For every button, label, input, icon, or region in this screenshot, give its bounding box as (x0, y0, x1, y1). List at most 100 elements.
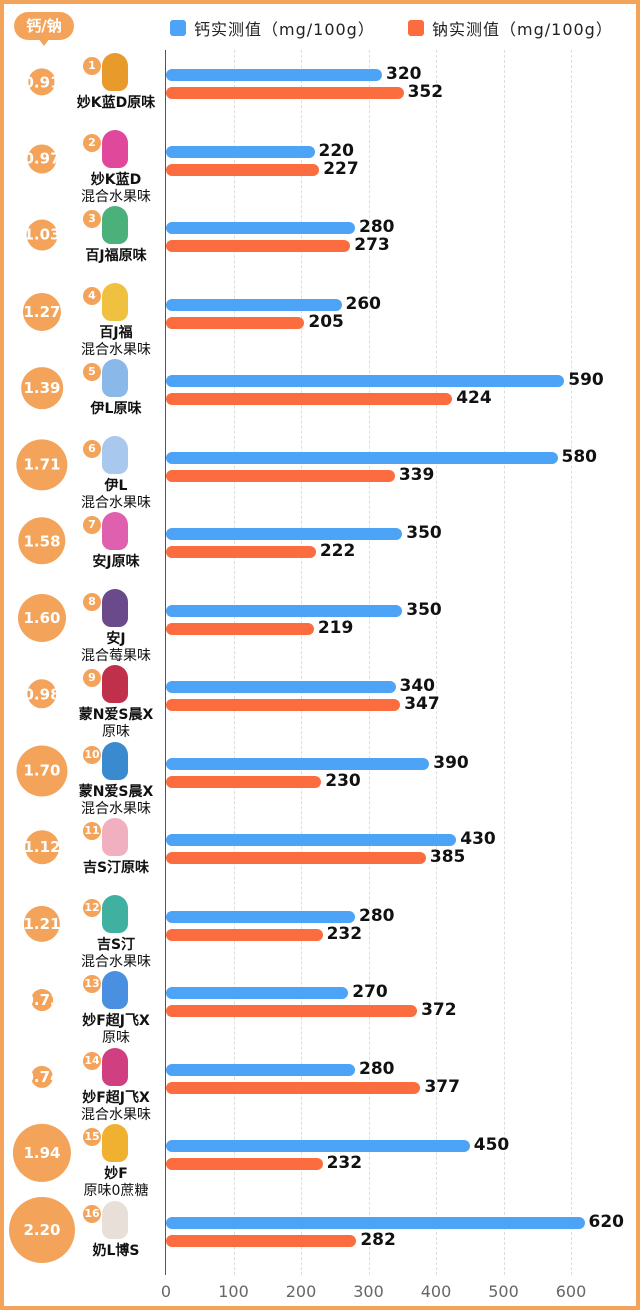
calcium-bar (166, 604, 403, 617)
product-label: 百J福原味 (51, 248, 181, 265)
product-flavor: 混合水果味 (81, 494, 151, 511)
ratio-circle: 0.97 (24, 143, 61, 174)
calcium-bar (166, 375, 565, 387)
sodium-bar (166, 469, 395, 482)
sodium-value-label: 385 (429, 847, 466, 867)
sodium-bar (166, 1234, 357, 1247)
product-label: 蒙N爱S晨X 原味 (51, 707, 181, 741)
sodium-value-label: 282 (360, 1229, 396, 1250)
x-tick-label: 600 (555, 1282, 587, 1301)
calcium-value-label: 580 (561, 446, 598, 467)
ratio-circle: 1.58 (18, 517, 66, 565)
calcium-value-label: 450 (473, 1135, 510, 1155)
calcium-bar (166, 681, 396, 693)
ratio-circle: 0.91 (23, 68, 61, 96)
sodium-bar (166, 316, 305, 329)
ratio-circle: 1.70 (16, 745, 68, 796)
sodium-value-label: 273 (354, 235, 390, 255)
sodium-bar (166, 163, 320, 176)
y-axis-line (165, 50, 166, 1275)
rank-badge: 1 (83, 57, 101, 75)
calcium-bar (166, 834, 457, 846)
ratio-circle: 1.03 (23, 219, 61, 251)
rank-badge: 12 (83, 898, 101, 917)
calcium-value-label: 270 (352, 982, 388, 1002)
sodium-value-label: 424 (456, 388, 492, 408)
rank-badge: 8 (83, 592, 101, 611)
product-name: 奶L博S (92, 1242, 140, 1259)
x-tick-label: 400 (420, 1282, 452, 1301)
sodium-bar (166, 699, 401, 711)
calcium-value-label: 340 (399, 676, 436, 696)
product-image (102, 741, 128, 780)
calcium-bar (166, 1140, 470, 1152)
product-image (102, 588, 128, 627)
calcium-value-label: 620 (588, 1211, 625, 1232)
rank-badge: 7 (83, 516, 101, 534)
sodium-value-label: 230 (325, 770, 361, 791)
product-flavor: 原味0蔗糖 (83, 1183, 149, 1199)
legend-label-calcium: 钙实测值（mg/100g） (194, 20, 375, 39)
calcium-value-label: 430 (460, 829, 496, 849)
product-image (102, 206, 128, 244)
sodium-bar (166, 240, 351, 252)
product-flavor: 混合水果味 (81, 188, 151, 205)
product-image (102, 359, 128, 397)
sodium-value-label: 232 (326, 923, 363, 944)
rank-badge: 14 (83, 1051, 101, 1070)
legend-label-sodium: 钠实测值（mg/100g） (432, 20, 613, 39)
product-name: 吉S汀 (96, 936, 136, 953)
rank-badge: 4 (83, 286, 101, 305)
sodium-value-label: 377 (424, 1076, 460, 1097)
gridline (503, 50, 505, 1275)
x-tick-label: 200 (285, 1282, 317, 1301)
product-image (102, 1047, 128, 1086)
product-name: 百J福原味 (85, 248, 147, 264)
legend-calcium: 钙实测值（mg/100g） (170, 16, 375, 40)
product-name: 安J (106, 630, 126, 647)
calcium-bar (166, 222, 355, 234)
ratio-circle: 1.27 (22, 292, 62, 331)
product-name: 妙K蓝D (90, 171, 142, 188)
sodium-bar (166, 1081, 421, 1094)
product-label: 妙K蓝D原味 (51, 95, 181, 112)
sodium-value-label: 219 (317, 617, 354, 638)
product-flavor: 混合水果味 (81, 800, 151, 817)
sodium-bar (166, 775, 322, 788)
product-image (102, 665, 128, 703)
sodium-value-label: 347 (404, 694, 440, 714)
sodium-value-label: 205 (308, 311, 344, 332)
product-name: 妙K蓝D原味 (76, 95, 156, 111)
calcium-bar (166, 528, 403, 540)
product-image (102, 129, 128, 168)
product-label: 安J原味 (51, 554, 181, 571)
calcium-value-label: 280 (359, 905, 395, 926)
ratio-circle: 1.60 (18, 593, 66, 642)
ratio-circle: 1.12 (24, 830, 61, 864)
product-image (102, 1200, 128, 1239)
product-name: 百J福 (99, 324, 133, 341)
ratio-circle: 2.20 (9, 1196, 75, 1263)
product-label: 妙F超J飞X 原味 (51, 1013, 181, 1047)
product-label: 伊L原味 (51, 401, 181, 418)
calcium-bar (166, 1063, 355, 1076)
product-image (102, 894, 128, 933)
rank-badge: 16 (83, 1204, 101, 1223)
product-label: 百J福 混合水果味 (51, 325, 181, 359)
sodium-bar (166, 546, 316, 558)
product-image (102, 435, 128, 474)
calcium-bar (166, 1216, 585, 1229)
ratio-circle: 0.73 (23, 989, 61, 1011)
legend-sodium: 钠实测值（mg/100g） (408, 16, 613, 40)
calcium-bar (166, 69, 382, 81)
product-image (102, 1124, 128, 1162)
sodium-value-label: 372 (421, 1000, 457, 1020)
product-name: 安J原味 (92, 554, 140, 570)
gridline (368, 50, 370, 1275)
calcium-bar (166, 757, 430, 770)
calcium-value-label: 590 (568, 370, 604, 390)
product-name: 伊L (104, 477, 128, 494)
calcium-bar (166, 298, 342, 311)
product-image (102, 512, 128, 550)
ratio-circle: 1.39 (21, 367, 63, 409)
